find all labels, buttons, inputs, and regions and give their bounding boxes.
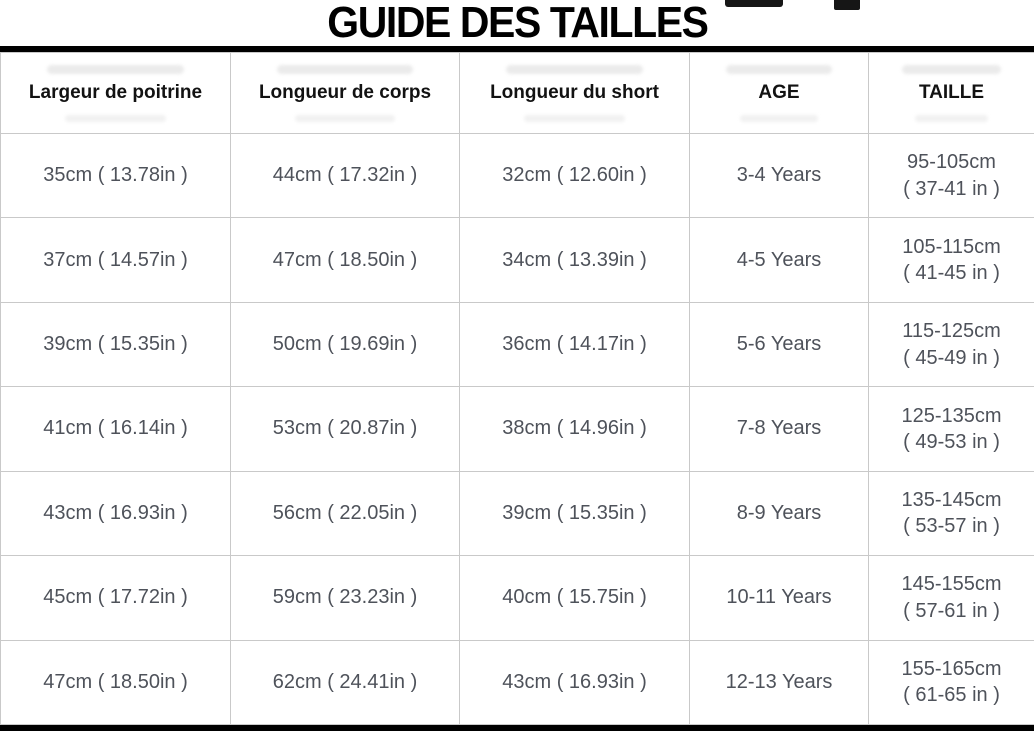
bottom-rule [0, 725, 1034, 731]
cell-age: 5-6 Years [689, 301, 869, 388]
cell-size: 125-135cm ( 49-53 in ) [868, 386, 1034, 472]
cell-body-length: 59cm ( 23.23in ) [230, 555, 460, 641]
cell-age: 4-5 Years [689, 217, 869, 303]
size-in: ( 49-53 in ) [903, 430, 1000, 453]
table-row: 41cm ( 16.14in ) 53cm ( 20.87in ) 38cm (… [0, 386, 1034, 472]
cell-chest-width: 43cm ( 16.93in ) [0, 470, 231, 557]
cell-body-length: 62cm ( 24.41in ) [230, 639, 460, 726]
cell-chest-width: 37cm ( 14.57in ) [0, 217, 231, 303]
cell-age: 7-8 Years [689, 386, 869, 472]
header-short-length: Longueur du short [459, 52, 690, 134]
size-cm: 145-155cm [901, 573, 1002, 596]
cell-body-length: 50cm ( 19.69in ) [230, 301, 460, 388]
cell-age: 8-9 Years [689, 470, 869, 557]
cell-size: 155-165cm ( 61-65 in ) [868, 639, 1034, 726]
size-cm: 105-115cm [902, 235, 1001, 258]
page-title: GUIDE DES TAILLES [326, 0, 709, 47]
cell-short-length: 43cm ( 16.93in ) [459, 639, 690, 726]
size-cm: 115-125cm [902, 320, 1001, 343]
cell-chest-width: 39cm ( 15.35in ) [0, 301, 231, 388]
header-size: TAILLE [868, 52, 1034, 134]
top-rule [0, 46, 1034, 52]
cell-size: 115-125cm ( 45-49 in ) [868, 301, 1034, 388]
table-header-row: Largeur de poitrine Longueur de corps Lo… [0, 52, 1034, 134]
cell-age: 3-4 Years [689, 132, 869, 219]
cell-short-length: 32cm ( 12.60in ) [459, 132, 690, 219]
cell-chest-width: 41cm ( 16.14in ) [0, 386, 231, 472]
size-cm: 155-165cm [901, 657, 1002, 680]
artifact-mark [725, 0, 783, 7]
size-guide-table: Largeur de poitrine Longueur de corps Lo… [0, 52, 1034, 726]
table-row: 39cm ( 15.35in ) 50cm ( 19.69in ) 36cm (… [0, 301, 1034, 388]
cell-short-length: 38cm ( 14.96in ) [459, 386, 690, 472]
cell-chest-width: 47cm ( 18.50in ) [0, 639, 231, 726]
cell-size: 105-115cm ( 41-45 in ) [868, 217, 1034, 303]
size-in: ( 37-41 in ) [903, 177, 1000, 200]
title-bar: GUIDE DES TAILLES [0, 0, 1034, 46]
cell-size: 95-105cm ( 37-41 in ) [868, 132, 1034, 219]
size-cm: 95-105cm [907, 151, 996, 174]
cell-short-length: 36cm ( 14.17in ) [459, 301, 690, 388]
cell-body-length: 44cm ( 17.32in ) [230, 132, 460, 219]
table-row: 45cm ( 17.72in ) 59cm ( 23.23in ) 40cm (… [0, 555, 1034, 641]
size-in: ( 61-65 in ) [903, 684, 1000, 707]
cell-age: 10-11 Years [689, 555, 869, 641]
header-age: AGE [689, 52, 869, 134]
size-in: ( 45-49 in ) [903, 346, 1000, 369]
header-chest-width: Largeur de poitrine [0, 52, 231, 134]
size-cm: 135-145cm [901, 489, 1002, 511]
artifact-mark [834, 0, 860, 10]
cell-chest-width: 35cm ( 13.78in ) [0, 132, 231, 219]
cell-size: 145-155cm ( 57-61 in ) [868, 555, 1034, 641]
size-in: ( 41-45 in ) [903, 262, 1000, 285]
table-row: 43cm ( 16.93in ) 56cm ( 22.05in ) 39cm (… [0, 470, 1034, 557]
cell-short-length: 39cm ( 15.35in ) [459, 470, 690, 557]
cell-chest-width: 45cm ( 17.72in ) [0, 555, 231, 641]
table-row: 37cm ( 14.57in ) 47cm ( 18.50in ) 34cm (… [0, 217, 1034, 303]
size-in: ( 57-61 in ) [903, 599, 1000, 622]
cell-age: 12-13 Years [689, 639, 869, 726]
header-body-length: Longueur de corps [230, 52, 460, 134]
cell-short-length: 40cm ( 15.75in ) [459, 555, 690, 641]
size-cm: 125-135cm [901, 404, 1002, 427]
table-row: 47cm ( 18.50in ) 62cm ( 24.41in ) 43cm (… [0, 639, 1034, 726]
size-in: ( 53-57 in ) [903, 515, 1000, 538]
cell-body-length: 47cm ( 18.50in ) [230, 217, 460, 303]
table-row: 35cm ( 13.78in ) 44cm ( 17.32in ) 32cm (… [0, 132, 1034, 219]
cell-body-length: 56cm ( 22.05in ) [230, 470, 460, 557]
cell-short-length: 34cm ( 13.39in ) [459, 217, 690, 303]
cell-size: 135-145cm ( 53-57 in ) [868, 470, 1034, 557]
cell-body-length: 53cm ( 20.87in ) [230, 386, 460, 472]
